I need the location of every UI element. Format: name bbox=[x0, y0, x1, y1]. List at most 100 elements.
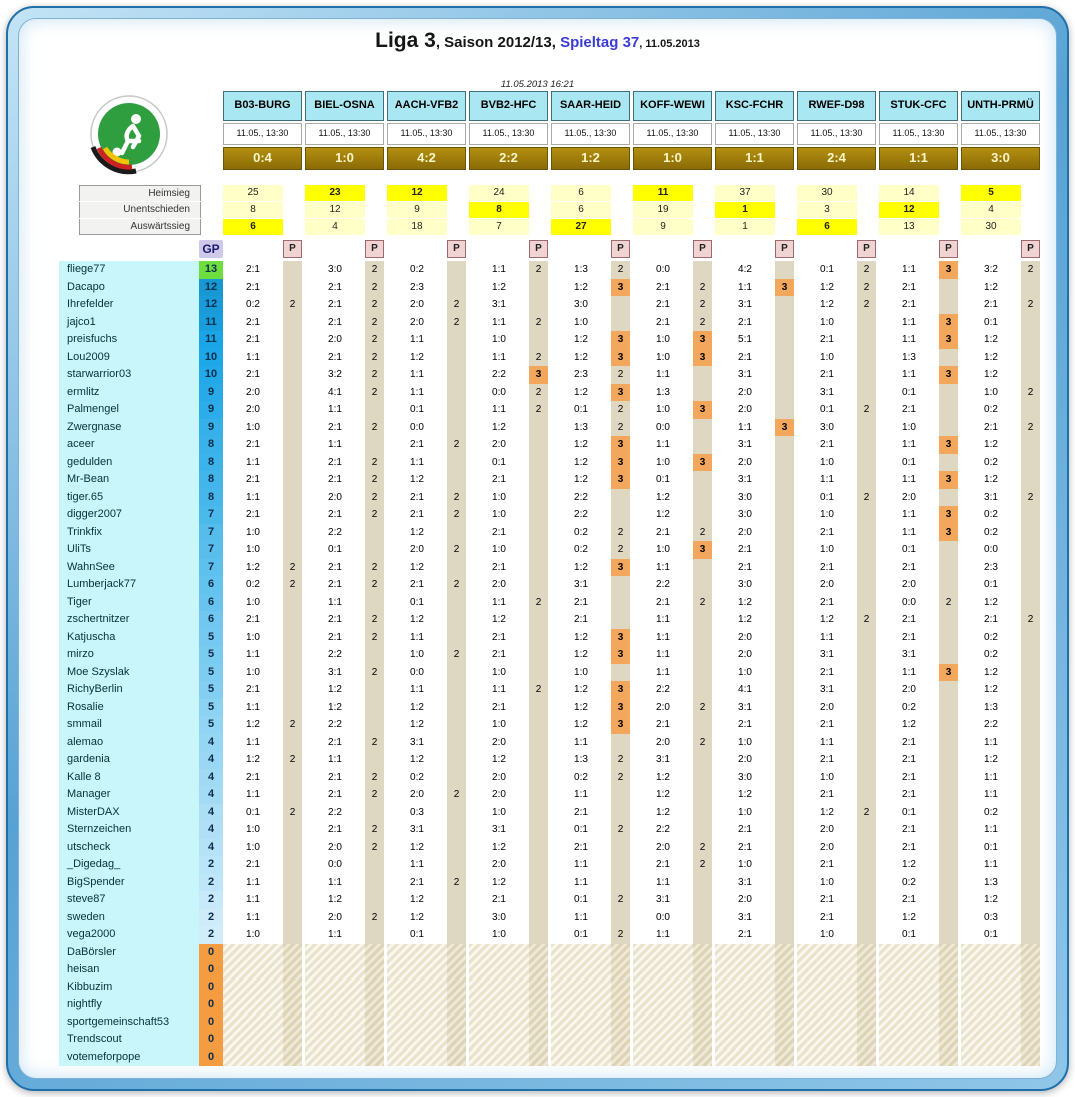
player-name[interactable]: alemao bbox=[59, 733, 199, 751]
player-name[interactable]: vega2000 bbox=[59, 926, 199, 944]
player-name[interactable]: Manager bbox=[59, 786, 199, 804]
match-result: 1:1 bbox=[715, 147, 794, 170]
points-cell: 2 bbox=[365, 348, 384, 366]
prediction-cell: 3:0 bbox=[820, 421, 834, 433]
match-header[interactable]: KOFF-WEWI bbox=[633, 91, 712, 121]
player-name[interactable]: votemeforpope bbox=[59, 1048, 199, 1066]
match-header[interactable]: UNTH-PRMÜ bbox=[961, 91, 1040, 121]
points-cell bbox=[529, 488, 548, 506]
player-name[interactable]: utscheck bbox=[59, 838, 199, 856]
points-cell bbox=[775, 786, 794, 804]
match-header[interactable]: B03-BURG bbox=[223, 91, 302, 121]
match-header[interactable]: KSC-FCHR bbox=[715, 91, 794, 121]
no-points-cell bbox=[775, 1013, 794, 1031]
no-points-cell bbox=[283, 961, 302, 979]
player-row: UliTs 7 1:0 0:1 2:0 2 1:0 0:2 2 1:0 3 2:1 1:0 0:1 0:0 bbox=[59, 541, 1043, 559]
match-header[interactable]: BVB2-HFC bbox=[469, 91, 548, 121]
player-name[interactable]: DaBörsler bbox=[59, 943, 199, 961]
match-result: 2:4 bbox=[797, 147, 876, 170]
points-cell bbox=[775, 681, 794, 699]
prediction-cell: 1:0 bbox=[246, 421, 260, 433]
points-cell bbox=[939, 681, 958, 699]
match-header[interactable]: STUK-CFC bbox=[879, 91, 958, 121]
player-name[interactable]: Mr-Bean bbox=[59, 471, 199, 489]
points-cell bbox=[1021, 628, 1040, 646]
player-name[interactable]: BigSpender bbox=[59, 873, 199, 891]
player-name[interactable]: gedulden bbox=[59, 453, 199, 471]
prediction-cell: 2:1 bbox=[902, 281, 916, 293]
prediction-cell: 1:1 bbox=[656, 929, 670, 940]
player-name[interactable]: Moe Szyslak bbox=[59, 663, 199, 681]
no-prediction-cell bbox=[633, 1031, 693, 1049]
player-name[interactable]: RichyBerlin bbox=[59, 681, 199, 699]
tip-count: 14 bbox=[879, 185, 939, 201]
player-name[interactable]: gardenia bbox=[59, 751, 199, 769]
prediction-cell: 2:0 bbox=[492, 859, 506, 870]
player-row: heisan 0 bbox=[59, 961, 1043, 979]
player-name[interactable]: Zwergnase bbox=[59, 418, 199, 436]
player-name[interactable]: Lumberjack77 bbox=[59, 576, 199, 594]
prediction-cell: 2:0 bbox=[738, 386, 752, 398]
player-name[interactable]: ermlitz bbox=[59, 383, 199, 401]
match-header[interactable]: AACH-VFB2 bbox=[387, 91, 466, 121]
prediction-cell: 2:1 bbox=[492, 631, 506, 643]
player-name[interactable]: jajco1 bbox=[59, 313, 199, 331]
player-name[interactable]: UliTs bbox=[59, 541, 199, 559]
player-name[interactable]: mirzo bbox=[59, 646, 199, 664]
player-name[interactable]: MisterDAX bbox=[59, 803, 199, 821]
player-gp: 5 bbox=[199, 681, 223, 699]
prediction-cell: 2:0 bbox=[738, 526, 752, 538]
player-name[interactable]: Sternzeichen bbox=[59, 821, 199, 839]
player-name[interactable]: digger2007 bbox=[59, 506, 199, 524]
prediction-cell: 2:0 bbox=[820, 824, 834, 835]
player-name[interactable]: sportgemeinschaft53 bbox=[59, 1013, 199, 1031]
player-name[interactable]: sweden bbox=[59, 908, 199, 926]
player-name[interactable]: smmail bbox=[59, 716, 199, 734]
player-name[interactable]: Dacapo bbox=[59, 278, 199, 296]
match-header[interactable]: BIEL-OSNA bbox=[305, 91, 384, 121]
player-name[interactable]: Palmengel bbox=[59, 401, 199, 419]
no-points-cell bbox=[693, 1013, 712, 1031]
points-cell bbox=[939, 296, 958, 314]
prediction-cell: 2:0 bbox=[492, 579, 506, 590]
points-cell bbox=[529, 296, 548, 314]
points-cell bbox=[447, 926, 466, 944]
prediction-cell: 1:1 bbox=[902, 369, 916, 380]
player-name[interactable]: Tiger bbox=[59, 593, 199, 611]
points-cell bbox=[775, 926, 794, 944]
points-cell bbox=[1021, 348, 1040, 366]
player-name[interactable]: _Digedag_ bbox=[59, 856, 199, 874]
player-name[interactable]: Kibbuzim bbox=[59, 978, 199, 996]
match-header[interactable]: SAAR-HEID bbox=[551, 91, 630, 121]
no-points-cell bbox=[529, 978, 548, 996]
player-name[interactable]: Kalle 8 bbox=[59, 768, 199, 786]
player-name[interactable]: tiger.65 bbox=[59, 488, 199, 506]
player-name[interactable]: steve87 bbox=[59, 891, 199, 909]
player-name[interactable]: fliege77 bbox=[59, 261, 199, 279]
prediction-cell: 2:0 bbox=[820, 579, 834, 590]
player-name[interactable]: zschertnitzer bbox=[59, 611, 199, 629]
points-cell bbox=[857, 541, 876, 559]
no-points-cell bbox=[1021, 978, 1040, 996]
points-cell bbox=[529, 803, 548, 821]
player-name[interactable]: heisan bbox=[59, 961, 199, 979]
player-name[interactable]: aceer bbox=[59, 436, 199, 454]
points-cell bbox=[693, 418, 712, 436]
match-header[interactable]: RWEF-D98 bbox=[797, 91, 876, 121]
player-name[interactable]: Rosalie bbox=[59, 698, 199, 716]
prediction-cell: 1:3 bbox=[574, 754, 588, 765]
player-name[interactable]: Katjuscha bbox=[59, 628, 199, 646]
player-name[interactable]: preisfuchs bbox=[59, 331, 199, 349]
points-cell bbox=[693, 681, 712, 699]
prediction-cell: 1:3 bbox=[984, 701, 998, 713]
player-name[interactable]: Lou2009 bbox=[59, 348, 199, 366]
player-name[interactable]: WahnSee bbox=[59, 558, 199, 576]
no-points-cell bbox=[693, 996, 712, 1014]
player-name[interactable]: Ihrefelder bbox=[59, 296, 199, 314]
player-name[interactable]: Trinkfix bbox=[59, 523, 199, 541]
points-header: P bbox=[1021, 240, 1040, 258]
player-name[interactable]: Trendscout bbox=[59, 1031, 199, 1049]
player-name[interactable]: nightfly bbox=[59, 996, 199, 1014]
points-cell bbox=[1021, 331, 1040, 349]
player-name[interactable]: starwarrior03 bbox=[59, 366, 199, 384]
